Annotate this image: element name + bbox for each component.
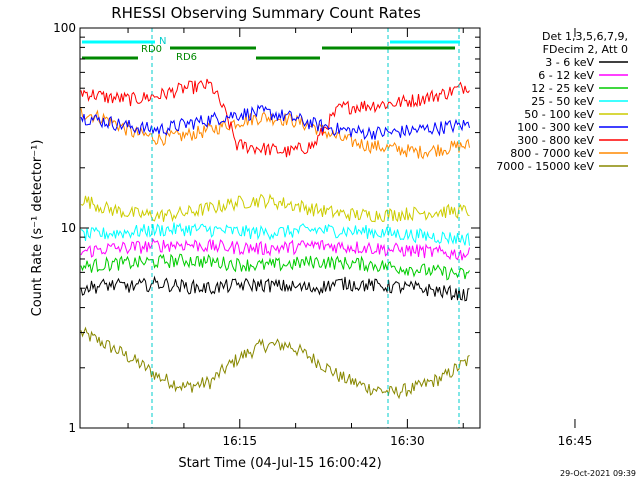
legend-entry-label: 800 - 7000 keV bbox=[510, 147, 594, 160]
series-layer bbox=[80, 78, 470, 400]
series-line bbox=[80, 108, 470, 160]
series-line bbox=[80, 238, 470, 261]
y-axis-label: Count Rate (s⁻¹ detector⁻¹) bbox=[30, 140, 45, 317]
y-axis: 1 10 100 bbox=[53, 21, 480, 435]
legend-entry-label: 6 - 12 keV bbox=[538, 69, 594, 82]
x-tick-label: 16:15 bbox=[222, 434, 257, 448]
legend-entry-label: 7000 - 15000 keV bbox=[496, 160, 594, 173]
legend-entry-label: 50 - 100 keV bbox=[524, 108, 594, 121]
annotation-label: RD0 bbox=[141, 44, 162, 55]
y-tick-label: 1 bbox=[68, 421, 76, 435]
y-tick-label: 10 bbox=[61, 221, 76, 235]
legend-header: FDecim 2, Att 0 bbox=[543, 43, 628, 56]
series-line bbox=[80, 326, 470, 400]
annotation-label: RD6 bbox=[176, 52, 197, 63]
series-line bbox=[80, 275, 470, 302]
legend-entry-label: 25 - 50 keV bbox=[531, 95, 594, 108]
legend: Det 1,3,5,6,7,9,FDecim 2, Att 03 - 6 keV… bbox=[496, 30, 628, 173]
series-line bbox=[80, 222, 470, 246]
legend-entry-label: 100 - 300 keV bbox=[517, 121, 594, 134]
legend-entry-label: 300 - 800 keV bbox=[517, 134, 594, 147]
legend-header: Det 1,3,5,6,7,9, bbox=[542, 30, 628, 43]
series-line bbox=[80, 104, 470, 141]
y-tick-label: 100 bbox=[53, 21, 76, 35]
annotation-label: N bbox=[159, 36, 166, 47]
x-tick-label: 16:45 bbox=[558, 434, 593, 448]
timestamp: 29-Oct-2021 09:39 bbox=[560, 469, 636, 478]
series-line bbox=[80, 253, 470, 281]
legend-entry-label: 3 - 6 keV bbox=[545, 56, 594, 69]
legend-entry-label: 12 - 25 keV bbox=[531, 82, 594, 95]
x-tick-label: 16:30 bbox=[390, 434, 425, 448]
chart-title: RHESSI Observing Summary Count Rates bbox=[111, 4, 421, 22]
x-axis-label: Start Time (04-Jul-15 16:00:42) bbox=[178, 456, 381, 471]
series-line bbox=[80, 78, 470, 158]
series-line bbox=[80, 193, 470, 223]
